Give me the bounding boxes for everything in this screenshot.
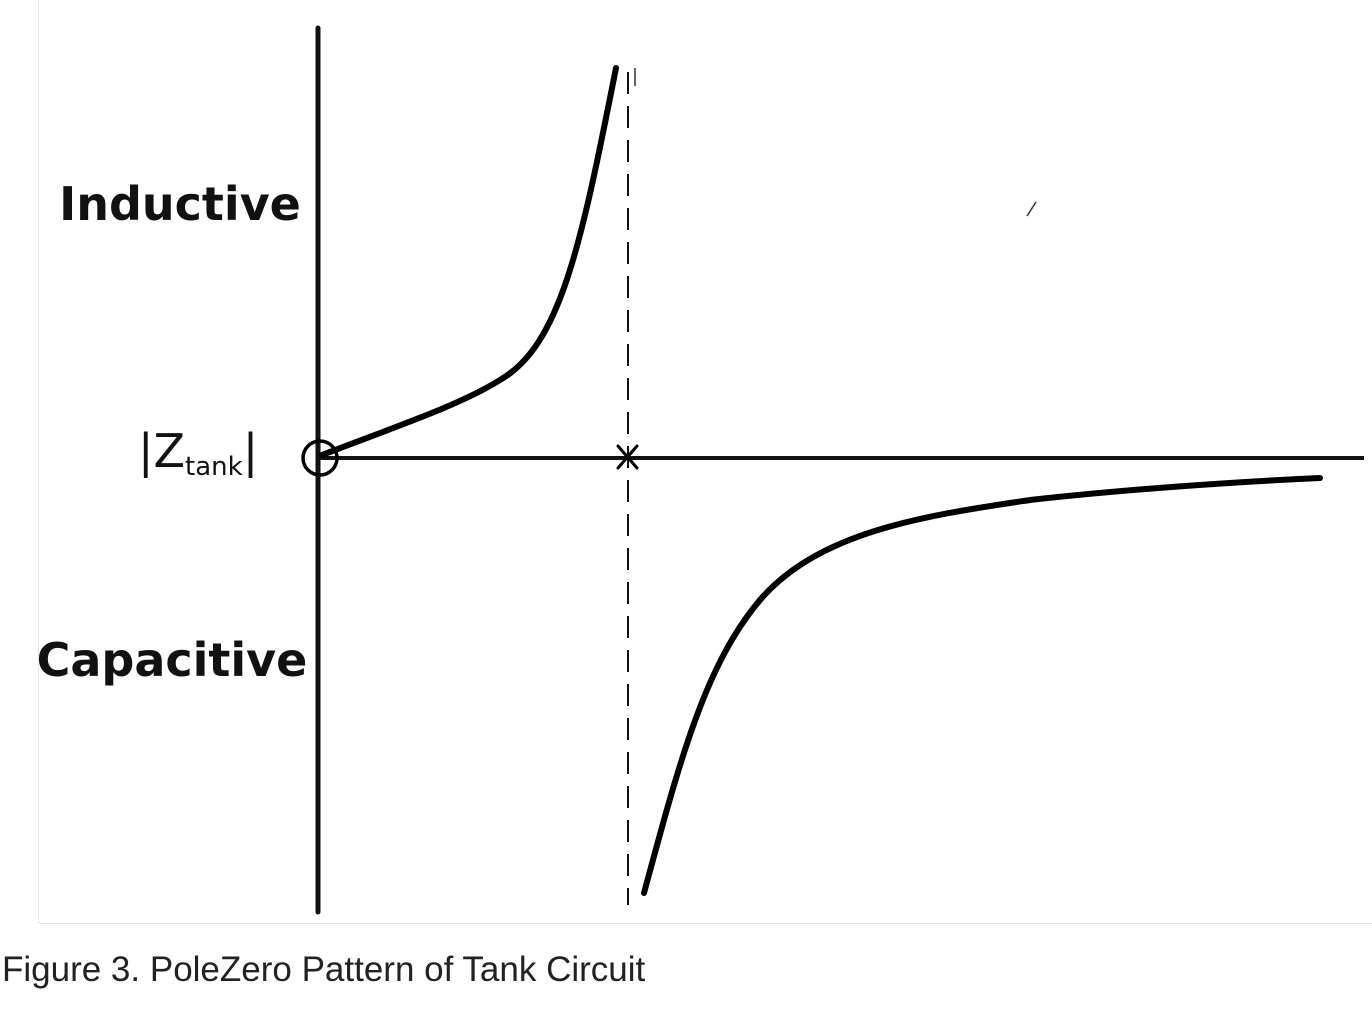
pole-zero-diagram: Inductive Capacitive |Ztank|	[37, 25, 1364, 915]
figure-frame	[38, 0, 1372, 924]
inductive-label: Inductive	[59, 177, 301, 231]
inductive-curve	[319, 65, 619, 458]
impedance-axis-label: |Ztank|	[138, 424, 258, 482]
figure-caption: Figure 3. PoleZero Pattern of Tank Circu…	[2, 950, 646, 989]
capacitive-curve	[641, 475, 1323, 896]
pole-marker-cross	[616, 444, 639, 470]
impedance-label-suffix: |	[243, 424, 259, 479]
stray-mark	[1026, 201, 1037, 217]
impedance-label-prefix: |Z	[138, 424, 185, 479]
capacitive-label: Capacitive	[37, 633, 308, 687]
zero-marker-circle	[301, 439, 339, 477]
impedance-label-subscript: tank	[185, 452, 243, 482]
